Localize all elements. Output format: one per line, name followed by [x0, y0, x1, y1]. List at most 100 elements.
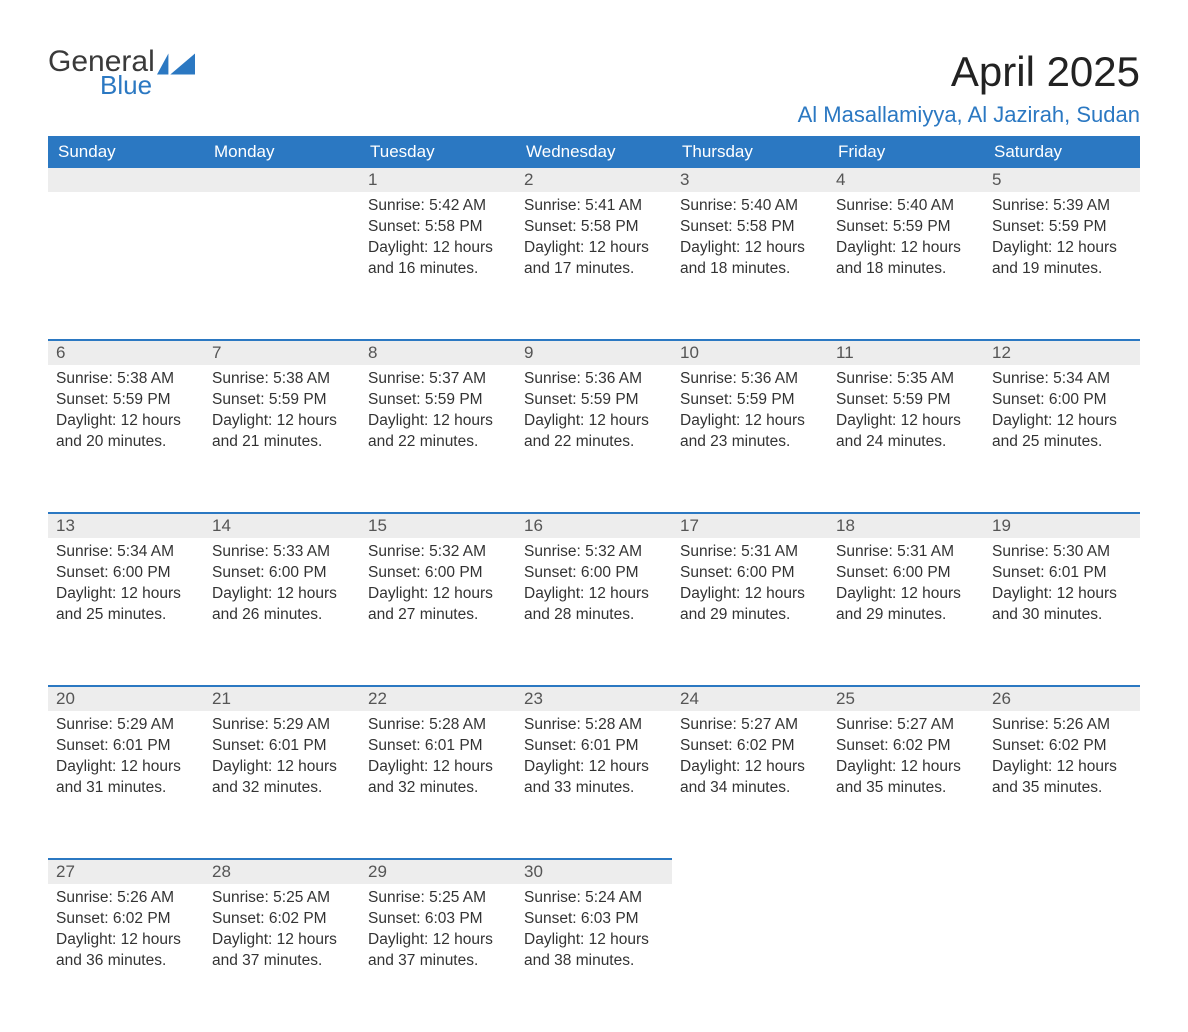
daylight-line: Daylight: 12 hours and 18 minutes. — [680, 238, 820, 280]
day-details: Sunrise: 5:38 AMSunset: 5:59 PMDaylight:… — [48, 365, 204, 473]
day-number-cell — [48, 168, 204, 192]
day-number-cell: 14 — [204, 513, 360, 538]
week-body-row: Sunrise: 5:29 AMSunset: 6:01 PMDaylight:… — [48, 711, 1140, 859]
weekday-header: Saturday — [984, 136, 1140, 168]
calendar-table: Sunday Monday Tuesday Wednesday Thursday… — [48, 136, 1140, 1032]
day-number-cell: 8 — [360, 340, 516, 365]
weekday-header: Tuesday — [360, 136, 516, 168]
sunset-line: Sunset: 5:58 PM — [680, 217, 820, 238]
day-details: Sunrise: 5:28 AMSunset: 6:01 PMDaylight:… — [516, 711, 672, 819]
day-number-cell — [984, 859, 1140, 884]
day-details: Sunrise: 5:28 AMSunset: 6:01 PMDaylight:… — [360, 711, 516, 819]
sunset-line: Sunset: 6:01 PM — [212, 736, 352, 757]
weekday-header: Wednesday — [516, 136, 672, 168]
daylight-line: Daylight: 12 hours and 28 minutes. — [524, 584, 664, 626]
sunrise-line: Sunrise: 5:28 AM — [368, 715, 508, 736]
title-block: April 2025 Al Masallamiyya, Al Jazirah, … — [798, 48, 1140, 128]
day-body-cell: Sunrise: 5:27 AMSunset: 6:02 PMDaylight:… — [828, 711, 984, 859]
sunrise-line: Sunrise: 5:31 AM — [836, 542, 976, 563]
day-details: Sunrise: 5:27 AMSunset: 6:02 PMDaylight:… — [672, 711, 828, 819]
day-number-cell: 11 — [828, 340, 984, 365]
sunrise-line: Sunrise: 5:42 AM — [368, 196, 508, 217]
daylight-line: Daylight: 12 hours and 17 minutes. — [524, 238, 664, 280]
sunset-line: Sunset: 5:58 PM — [368, 217, 508, 238]
daylight-line: Daylight: 12 hours and 36 minutes. — [56, 930, 196, 972]
sunrise-line: Sunrise: 5:25 AM — [368, 888, 508, 909]
day-body-cell: Sunrise: 5:40 AMSunset: 5:58 PMDaylight:… — [672, 192, 828, 340]
day-number-cell: 13 — [48, 513, 204, 538]
daylight-line: Daylight: 12 hours and 18 minutes. — [836, 238, 976, 280]
day-details: Sunrise: 5:26 AMSunset: 6:02 PMDaylight:… — [48, 884, 204, 992]
day-body-cell: Sunrise: 5:31 AMSunset: 6:00 PMDaylight:… — [828, 538, 984, 686]
sunrise-line: Sunrise: 5:35 AM — [836, 369, 976, 390]
sunset-line: Sunset: 6:00 PM — [212, 563, 352, 584]
sunrise-line: Sunrise: 5:36 AM — [524, 369, 664, 390]
sunset-line: Sunset: 6:02 PM — [992, 736, 1132, 757]
day-details: Sunrise: 5:37 AMSunset: 5:59 PMDaylight:… — [360, 365, 516, 473]
sunset-line: Sunset: 6:00 PM — [368, 563, 508, 584]
day-body-cell — [672, 884, 828, 1032]
day-body-cell — [204, 192, 360, 340]
daylight-line: Daylight: 12 hours and 35 minutes. — [992, 757, 1132, 799]
header: General Blue April 2025 Al Masallamiyya,… — [48, 48, 1140, 128]
sunrise-line: Sunrise: 5:34 AM — [992, 369, 1132, 390]
day-details: Sunrise: 5:40 AMSunset: 5:59 PMDaylight:… — [828, 192, 984, 300]
weekday-header: Sunday — [48, 136, 204, 168]
day-details: Sunrise: 5:33 AMSunset: 6:00 PMDaylight:… — [204, 538, 360, 646]
sunset-line: Sunset: 5:59 PM — [836, 390, 976, 411]
daylight-line: Daylight: 12 hours and 35 minutes. — [836, 757, 976, 799]
day-number-cell: 27 — [48, 859, 204, 884]
day-body-cell: Sunrise: 5:38 AMSunset: 5:59 PMDaylight:… — [48, 365, 204, 513]
day-body-cell: Sunrise: 5:39 AMSunset: 5:59 PMDaylight:… — [984, 192, 1140, 340]
week-body-row: Sunrise: 5:34 AMSunset: 6:00 PMDaylight:… — [48, 538, 1140, 686]
day-number-cell: 23 — [516, 686, 672, 711]
day-number-cell — [672, 859, 828, 884]
sunrise-line: Sunrise: 5:27 AM — [836, 715, 976, 736]
week-daynum-row: 6789101112 — [48, 340, 1140, 365]
daylight-line: Daylight: 12 hours and 31 minutes. — [56, 757, 196, 799]
day-body-cell: Sunrise: 5:32 AMSunset: 6:00 PMDaylight:… — [516, 538, 672, 686]
day-number-cell: 17 — [672, 513, 828, 538]
sunset-line: Sunset: 5:59 PM — [56, 390, 196, 411]
weekday-header: Thursday — [672, 136, 828, 168]
day-details: Sunrise: 5:31 AMSunset: 6:00 PMDaylight:… — [672, 538, 828, 646]
daylight-line: Daylight: 12 hours and 30 minutes. — [992, 584, 1132, 626]
sunrise-line: Sunrise: 5:40 AM — [680, 196, 820, 217]
daylight-line: Daylight: 12 hours and 22 minutes. — [524, 411, 664, 453]
day-body-cell: Sunrise: 5:25 AMSunset: 6:02 PMDaylight:… — [204, 884, 360, 1032]
sunrise-line: Sunrise: 5:34 AM — [56, 542, 196, 563]
day-number-cell: 26 — [984, 686, 1140, 711]
sunrise-line: Sunrise: 5:31 AM — [680, 542, 820, 563]
sunrise-line: Sunrise: 5:26 AM — [992, 715, 1132, 736]
sunrise-line: Sunrise: 5:30 AM — [992, 542, 1132, 563]
day-body-cell: Sunrise: 5:29 AMSunset: 6:01 PMDaylight:… — [48, 711, 204, 859]
day-number-cell: 30 — [516, 859, 672, 884]
day-number-cell: 12 — [984, 340, 1140, 365]
sunset-line: Sunset: 6:00 PM — [680, 563, 820, 584]
day-number-cell: 16 — [516, 513, 672, 538]
weekday-header: Friday — [828, 136, 984, 168]
day-number-cell: 2 — [516, 168, 672, 192]
day-number-cell: 19 — [984, 513, 1140, 538]
day-details: Sunrise: 5:36 AMSunset: 5:59 PMDaylight:… — [672, 365, 828, 473]
sunset-line: Sunset: 6:00 PM — [524, 563, 664, 584]
location-subtitle: Al Masallamiyya, Al Jazirah, Sudan — [798, 102, 1140, 128]
day-details: Sunrise: 5:30 AMSunset: 6:01 PMDaylight:… — [984, 538, 1140, 646]
daylight-line: Daylight: 12 hours and 34 minutes. — [680, 757, 820, 799]
day-number-cell: 28 — [204, 859, 360, 884]
week-body-row: Sunrise: 5:42 AMSunset: 5:58 PMDaylight:… — [48, 192, 1140, 340]
daylight-line: Daylight: 12 hours and 32 minutes. — [212, 757, 352, 799]
week-body-row: Sunrise: 5:38 AMSunset: 5:59 PMDaylight:… — [48, 365, 1140, 513]
sunset-line: Sunset: 6:03 PM — [524, 909, 664, 930]
day-details: Sunrise: 5:32 AMSunset: 6:00 PMDaylight:… — [360, 538, 516, 646]
day-body-cell: Sunrise: 5:29 AMSunset: 6:01 PMDaylight:… — [204, 711, 360, 859]
week-body-row: Sunrise: 5:26 AMSunset: 6:02 PMDaylight:… — [48, 884, 1140, 1032]
day-body-cell: Sunrise: 5:37 AMSunset: 5:59 PMDaylight:… — [360, 365, 516, 513]
day-details: Sunrise: 5:34 AMSunset: 6:00 PMDaylight:… — [48, 538, 204, 646]
sunrise-line: Sunrise: 5:39 AM — [992, 196, 1132, 217]
day-number-cell: 9 — [516, 340, 672, 365]
day-body-cell: Sunrise: 5:34 AMSunset: 6:00 PMDaylight:… — [48, 538, 204, 686]
week-daynum-row: 13141516171819 — [48, 513, 1140, 538]
sunrise-line: Sunrise: 5:24 AM — [524, 888, 664, 909]
day-body-cell: Sunrise: 5:25 AMSunset: 6:03 PMDaylight:… — [360, 884, 516, 1032]
